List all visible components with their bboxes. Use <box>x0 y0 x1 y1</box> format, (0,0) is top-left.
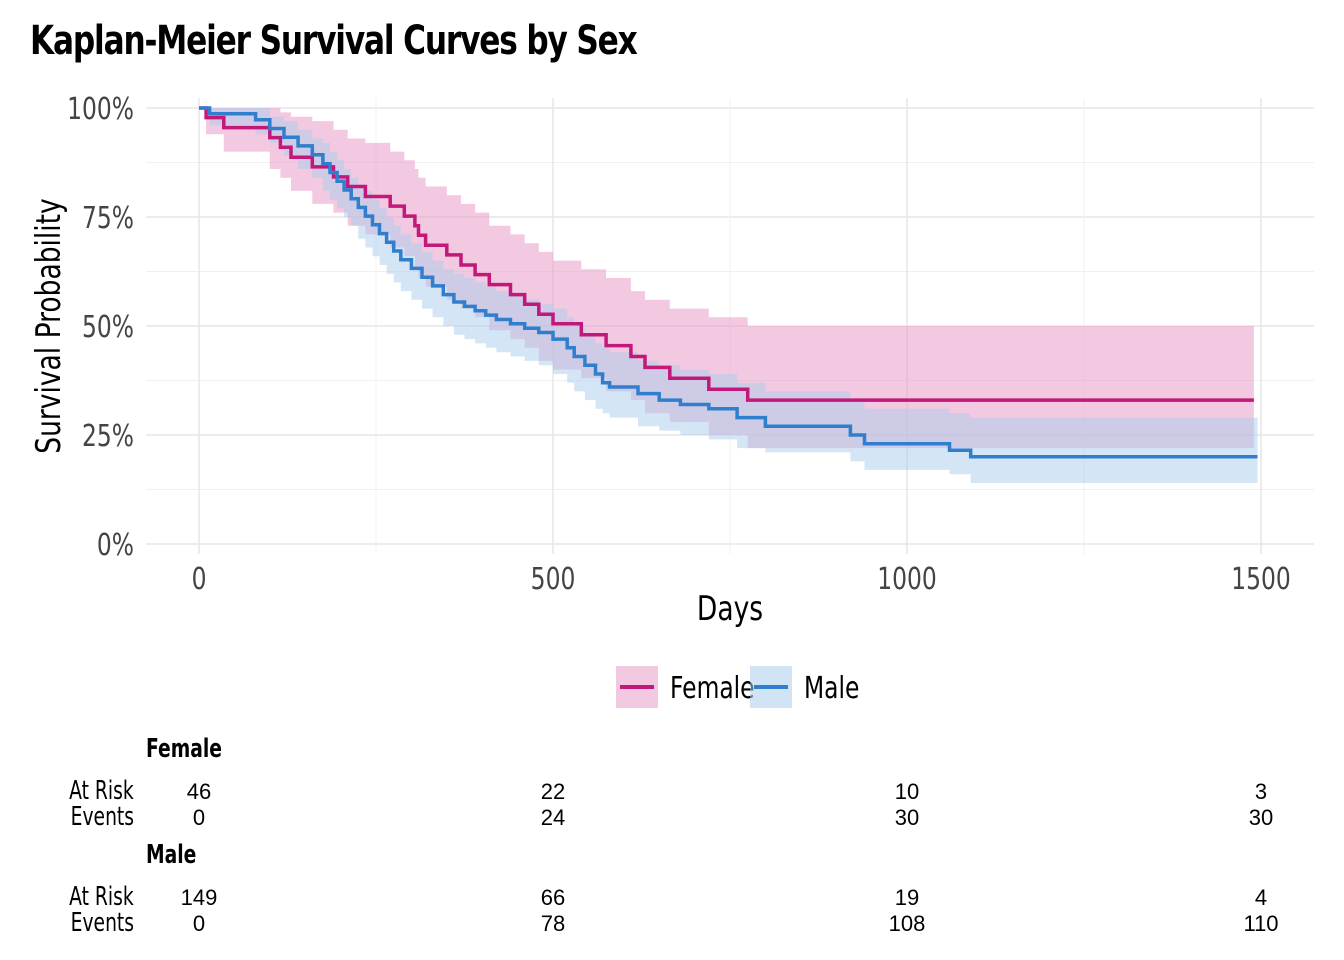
at-risk-count: 10 <box>894 779 920 804</box>
y-tick-labels: 0% 25% 50% 75% 100% <box>67 92 134 563</box>
at-risk-count: 66 <box>540 885 566 910</box>
at-risk-count: 3 <box>1254 779 1268 804</box>
at-risk-count: 149 <box>180 885 218 910</box>
km-plot: 0% 25% 50% 75% 100% 0 500 1000 1500 Days Surviv… <box>30 92 1314 708</box>
events-count: 30 <box>894 805 920 830</box>
x-tick-label: 500 <box>531 562 576 597</box>
confidence-bands <box>199 108 1258 483</box>
risk-group-female: Female <box>146 734 222 764</box>
at-risk-count: 19 <box>894 885 920 910</box>
x-tick-labels: 0 500 1000 1500 <box>192 562 1291 597</box>
events-label: Events <box>70 802 134 832</box>
events-label: Events <box>70 908 134 938</box>
events-count: 24 <box>540 805 566 830</box>
chart-title: Kaplan-Meier Survival Curves by Sex <box>30 18 638 64</box>
male-survival-line <box>199 106 1258 459</box>
y-tick-label: 25% <box>82 419 134 454</box>
y-tick-label: 50% <box>82 310 134 345</box>
events-count: 0 <box>192 911 206 936</box>
female-ci-band <box>199 108 1254 449</box>
at-risk-label: At Risk <box>69 882 134 912</box>
y-axis-label: Survival Probability <box>30 198 69 453</box>
events-count: 30 <box>1248 805 1274 830</box>
at-risk-count: 46 <box>186 779 212 804</box>
y-tick-label: 100% <box>67 92 134 127</box>
x-axis-label: Days <box>697 590 763 629</box>
events-count: 78 <box>540 911 566 936</box>
legend: Female Male <box>616 666 859 708</box>
y-tick-label: 75% <box>82 201 134 236</box>
at-risk-count: 22 <box>540 779 566 804</box>
y-tick-label: 0% <box>97 528 134 563</box>
x-tick-label: 1000 <box>877 562 937 597</box>
survival-curves <box>199 106 1258 459</box>
legend-label-female: Female <box>670 671 755 706</box>
female-survival-line <box>199 106 1254 402</box>
events-count: 108 <box>888 911 926 936</box>
events-count: 0 <box>192 805 206 830</box>
x-tick-label: 0 <box>192 562 207 597</box>
risk-group-male: Male <box>146 840 197 870</box>
events-count: 110 <box>1243 911 1279 936</box>
at-risk-label: At Risk <box>69 776 134 806</box>
legend-label-male: Male <box>804 671 859 706</box>
x-tick-label: 1500 <box>1231 562 1291 597</box>
at-risk-count: 4 <box>1254 885 1268 910</box>
